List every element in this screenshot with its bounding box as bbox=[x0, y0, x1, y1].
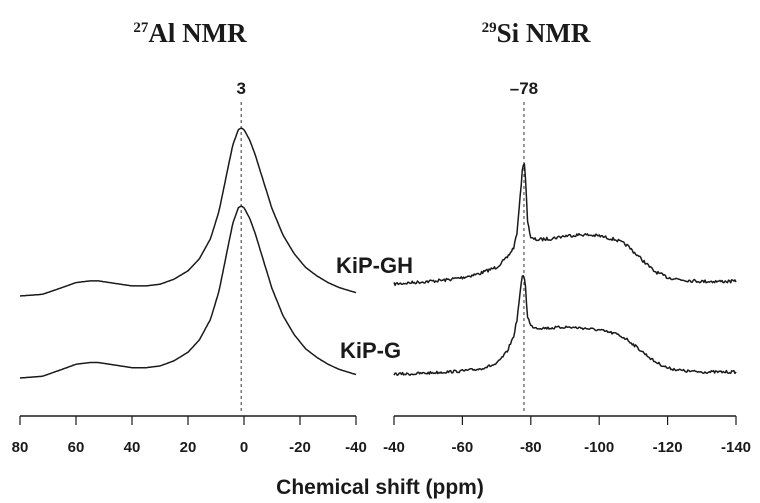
al-panel-title: 27Al NMR bbox=[133, 18, 247, 48]
si-title-superscript: 29 bbox=[482, 20, 497, 36]
series-label-kip-g: KiP-G bbox=[340, 338, 401, 363]
x-tick-label: -100 bbox=[584, 439, 614, 456]
x-tick-label: 40 bbox=[124, 439, 141, 456]
x-axis-title: Chemical shift (ppm) bbox=[276, 476, 484, 499]
x-tick-label: -20 bbox=[289, 439, 311, 456]
al-spectrum-kip-gh bbox=[19, 127, 357, 297]
si-title-text: Si NMR bbox=[497, 18, 591, 48]
al-title-text: Al NMR bbox=[148, 18, 247, 48]
x-tick-label: 80 bbox=[12, 439, 29, 456]
al-peak-label: 3 bbox=[236, 79, 245, 98]
al-title-superscript: 27 bbox=[133, 20, 149, 36]
x-tick-label: -80 bbox=[520, 439, 542, 456]
x-tick-label: 60 bbox=[68, 439, 85, 456]
x-tick-label: -40 bbox=[383, 439, 405, 456]
x-tick-label: -40 bbox=[345, 439, 367, 456]
si-x-ticks: -40 -60 -80 -100 -120 -140 bbox=[383, 416, 751, 456]
si-panel-title: 29Si NMR bbox=[482, 18, 591, 48]
al-spectrum-kip-g bbox=[19, 205, 357, 379]
x-tick-label: 20 bbox=[180, 439, 197, 456]
x-tick-label: 0 bbox=[240, 439, 248, 456]
si-spectrum-kip-g bbox=[393, 275, 737, 377]
series-label-kip-gh: KiP-GH bbox=[336, 253, 413, 278]
si-spectrum-kip-gh bbox=[393, 163, 737, 287]
x-tick-label: -60 bbox=[452, 439, 474, 456]
x-tick-label: -120 bbox=[653, 439, 683, 456]
si-peak-label: –78 bbox=[510, 79, 538, 98]
al-x-ticks: 80 60 40 20 0 -20 -40 bbox=[12, 416, 367, 456]
x-tick-label: -140 bbox=[721, 439, 751, 456]
